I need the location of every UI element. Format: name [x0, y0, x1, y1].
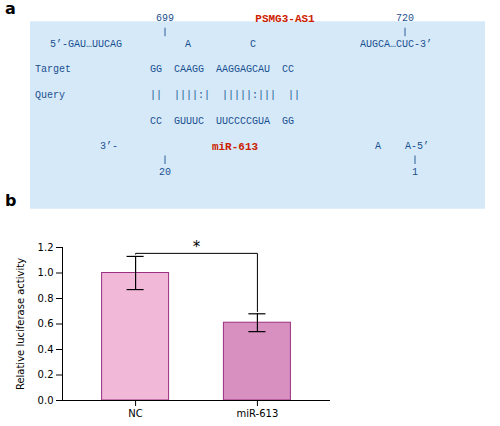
- svg-text:AUGCA…CUC-3’: AUGCA…CUC-3’: [360, 39, 432, 50]
- svg-text:miR-613: miR-613: [212, 141, 259, 153]
- svg-text:A: A: [375, 141, 381, 152]
- svg-text:miR-613: miR-613: [237, 408, 279, 419]
- svg-text:a: a: [5, 0, 16, 18]
- svg-text:A: A: [185, 39, 191, 50]
- svg-text:699: 699: [156, 13, 174, 24]
- svg-text:Relative luciferase activity: Relative luciferase activity: [15, 258, 26, 390]
- svg-text:1: 1: [412, 167, 418, 178]
- svg-text:0.8: 0.8: [38, 293, 54, 304]
- svg-text:*: *: [193, 238, 201, 256]
- svg-text:20: 20: [159, 167, 171, 178]
- svg-text:5’-GAU…UUCAG: 5’-GAU…UUCAG: [50, 39, 122, 50]
- svg-text:CC GUUUC UUCCCCGUA GG: CC GUUUC UUCCCCGUA GG: [150, 116, 294, 127]
- svg-text:1.2: 1.2: [38, 242, 54, 253]
- svg-text:720: 720: [396, 13, 414, 24]
- svg-text:0.6: 0.6: [38, 318, 54, 329]
- svg-text:Query: Query: [35, 90, 65, 101]
- svg-text:Target: Target: [35, 64, 71, 75]
- svg-text:C: C: [250, 39, 256, 50]
- svg-text:b: b: [5, 191, 16, 210]
- svg-text:0.0: 0.0: [38, 395, 54, 406]
- svg-text:NC: NC: [128, 408, 142, 419]
- svg-text:1.0: 1.0: [38, 267, 54, 278]
- svg-text:0.4: 0.4: [38, 344, 54, 355]
- svg-text:GG CAAGG AAGGAGCAU CC: GG CAAGG AAGGAGCAU CC: [150, 64, 294, 75]
- svg-text:|| ||||:| |||||:||| ||: || ||||:| |||||:||| ||: [150, 90, 300, 101]
- svg-text:A-5’: A-5’: [405, 141, 429, 152]
- svg-text:PSMG3-AS1: PSMG3-AS1: [255, 13, 315, 25]
- svg-text:0.2: 0.2: [38, 369, 54, 380]
- svg-text:3’-: 3’-: [100, 141, 118, 152]
